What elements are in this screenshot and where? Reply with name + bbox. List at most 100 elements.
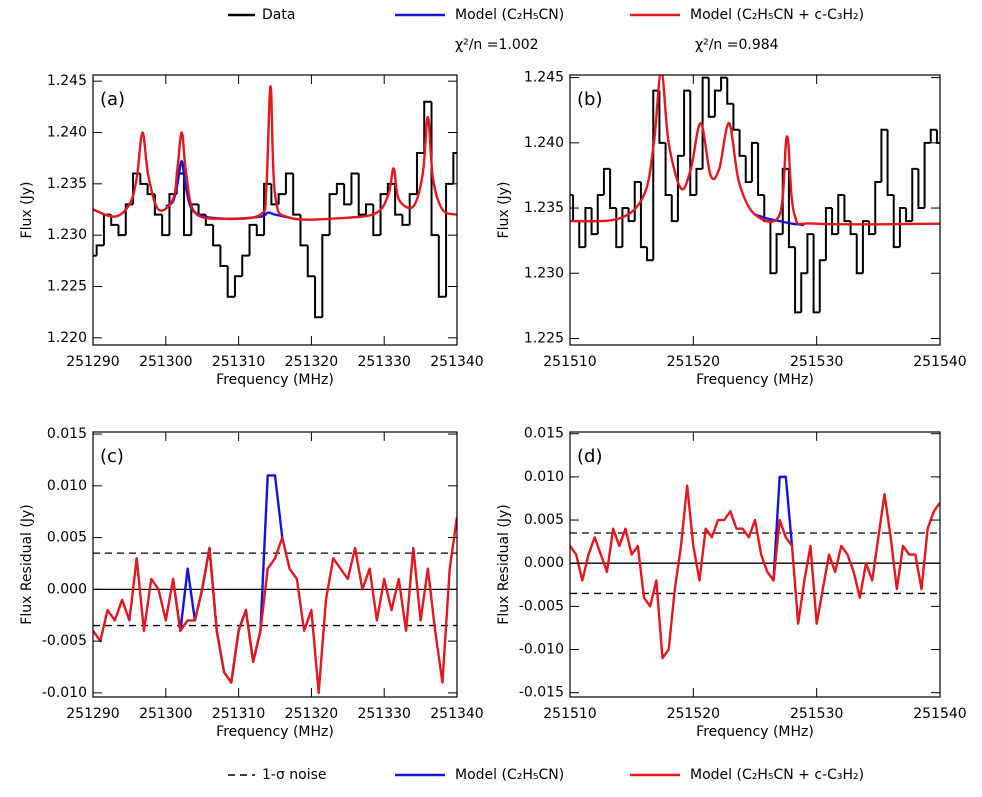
data-step [609, 168, 617, 210]
legend-label: Data [262, 7, 295, 23]
x-tick-label: 251290 [66, 706, 119, 722]
x-tick-label: 251330 [357, 706, 410, 722]
data-step [343, 183, 352, 206]
plot-frame [92, 74, 458, 346]
x-tick-label: 251530 [790, 706, 843, 722]
y-tick-label: 1.240 [524, 135, 564, 151]
data-step [408, 193, 417, 225]
data-step [357, 173, 366, 216]
x-tick-label: 251320 [285, 706, 338, 722]
panel-label: (b) [577, 89, 602, 110]
x-tick-label: 251340 [430, 706, 483, 722]
x-tick-label: 251290 [66, 354, 119, 370]
y-tick-label: -0.010 [519, 642, 564, 658]
x-tick-label: 251530 [790, 354, 843, 370]
series-line [754, 213, 805, 227]
data-step [233, 275, 243, 297]
data-step [757, 142, 765, 196]
data-step [794, 247, 802, 314]
data-step [695, 167, 703, 195]
data-step [219, 245, 228, 267]
data-step [781, 167, 789, 235]
x-axis-label: Frequency (MHz) [216, 372, 334, 388]
series-line [93, 516, 457, 695]
y-tick-label: 1.230 [47, 227, 87, 243]
x-tick-label: 251300 [139, 706, 192, 722]
y-tick-label: 1.245 [524, 70, 564, 86]
fit-statistic: χ²/n =0.984 [695, 37, 779, 53]
data-step [212, 224, 221, 247]
plot-area [570, 75, 940, 314]
series-line [570, 75, 940, 226]
data-step [241, 254, 250, 277]
y-tick-label: 1.235 [47, 176, 87, 192]
data-step [861, 220, 870, 274]
data-step [849, 221, 857, 236]
series-line [570, 484, 940, 660]
data-step [95, 244, 104, 256]
data-step [263, 182, 272, 236]
data-step [110, 214, 119, 226]
data-step [744, 155, 752, 183]
data-step [328, 193, 337, 236]
y-tick-label: 0.010 [524, 469, 564, 485]
data-step [880, 128, 888, 182]
data-step [646, 247, 654, 262]
data-step [277, 193, 286, 205]
x-tick-label: 251340 [430, 354, 483, 370]
data-step [726, 77, 734, 105]
x-axis-label: Frequency (MHz) [696, 372, 814, 388]
data-step [658, 90, 666, 144]
data-step [812, 234, 820, 314]
data-step [386, 182, 396, 195]
x-tick-label: 251510 [543, 706, 596, 722]
legend-label: Model (C₂H₅CN) [455, 767, 564, 783]
data-step [590, 208, 598, 236]
y-tick-label: 1.225 [47, 278, 87, 294]
series-line [772, 475, 794, 581]
data-step [350, 172, 359, 205]
panel-label: (d) [577, 446, 602, 467]
data-step [806, 233, 814, 274]
plot-area [93, 85, 457, 319]
data-step [929, 128, 937, 143]
data-step [683, 89, 691, 156]
data-step [732, 103, 740, 131]
data-step [292, 173, 301, 216]
data-step [917, 168, 925, 210]
data-step [102, 213, 112, 246]
data-step [713, 89, 722, 117]
data-step [720, 76, 728, 91]
series-line [93, 85, 457, 221]
data-step [401, 214, 410, 226]
data-step [255, 224, 265, 237]
panel-label: (c) [100, 446, 124, 467]
y-axis-label: Flux (Jy) [496, 182, 512, 239]
data-step [639, 181, 648, 249]
data-step [874, 180, 882, 235]
data-step [750, 141, 759, 182]
data-step [701, 76, 709, 169]
y-tick-label: -0.005 [519, 598, 564, 614]
y-tick-label: 0.000 [524, 555, 564, 571]
data-step [905, 208, 913, 223]
y-axis-label: Flux Residual (Jy) [496, 504, 512, 624]
x-tick-label: 251300 [139, 354, 192, 370]
y-tick-label: 1.230 [524, 265, 564, 281]
data-step [892, 195, 900, 249]
data-step [911, 167, 919, 222]
x-tick-label: 251310 [212, 354, 265, 370]
data-step [818, 259, 826, 313]
x-tick-label: 251320 [285, 354, 338, 370]
data-step [284, 172, 294, 195]
data-step [394, 183, 403, 216]
data-step [769, 221, 777, 275]
data-step [314, 276, 323, 319]
y-tick-label: 0.005 [47, 530, 87, 546]
data-step [676, 154, 685, 222]
data-step [452, 152, 457, 184]
y-tick-label: 1.220 [47, 330, 87, 346]
y-tick-label: 0.010 [47, 478, 87, 494]
data-step [248, 223, 257, 256]
